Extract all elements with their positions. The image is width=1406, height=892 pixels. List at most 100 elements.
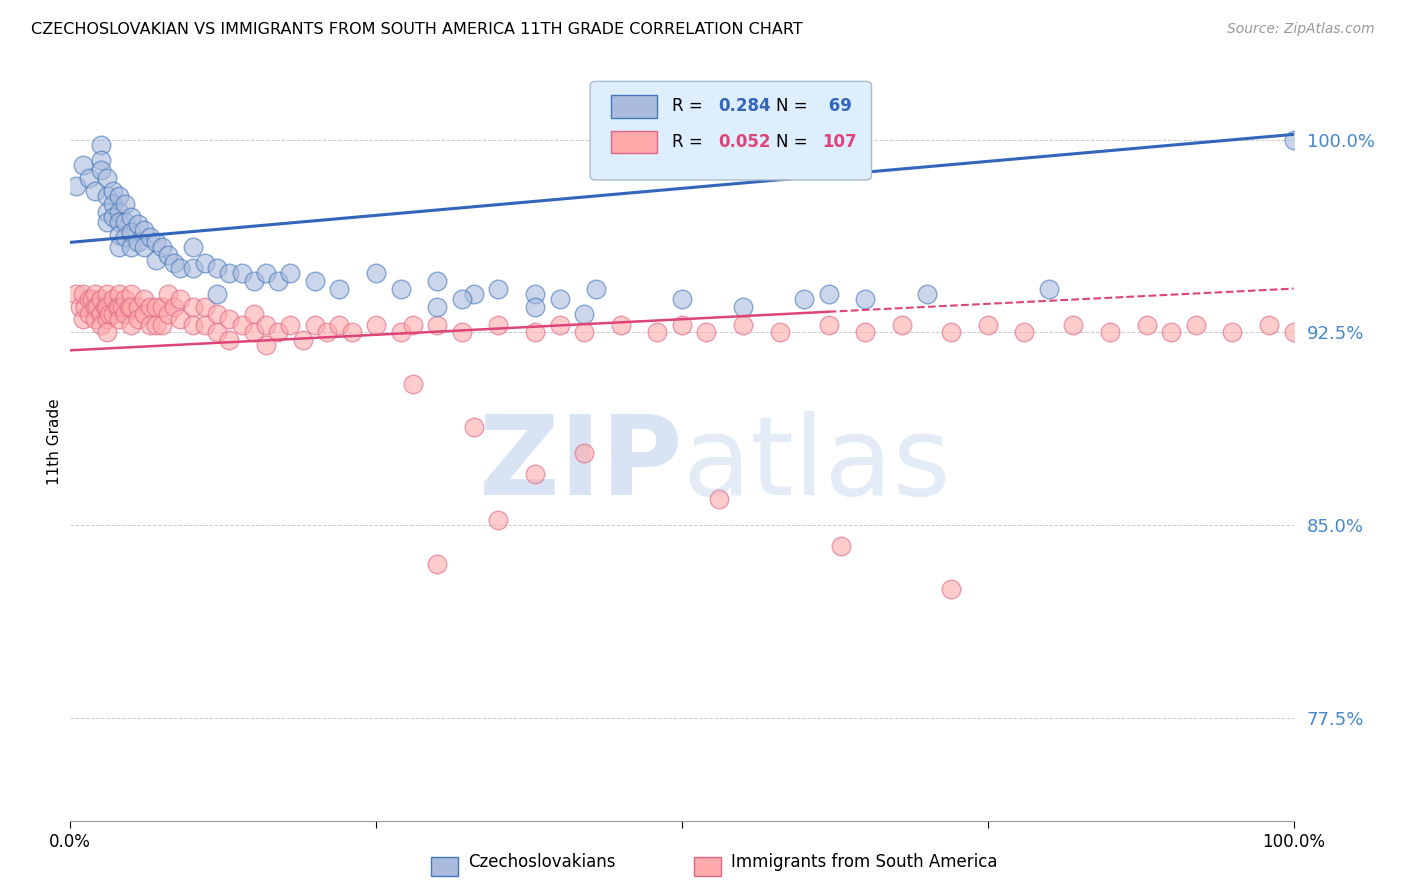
Text: 0.284: 0.284 (718, 97, 772, 115)
Point (96, 312, 118, 326)
Point (93, 300, 115, 314)
Point (548, 292, 571, 306)
Point (328, 282, 350, 296)
Point (139, 318, 162, 332)
Point (402, 376, 425, 391)
Text: Czechoslovakians: Czechoslovakians (468, 854, 616, 871)
Point (101, 292, 124, 306)
Point (304, 318, 326, 332)
Point (830, 539, 852, 553)
Point (389, 326, 412, 340)
Point (108, 189, 131, 203)
Point (108, 300, 131, 314)
Point (328, 318, 350, 332)
Point (121, 240, 143, 254)
Point (114, 196, 136, 211)
Point (450, 292, 472, 306)
Point (127, 312, 149, 326)
Point (121, 210, 143, 224)
Point (83, 286, 105, 301)
Point (181, 300, 204, 314)
Point (150, 318, 173, 332)
Point (145, 253, 167, 268)
Text: Immigrants from South America: Immigrants from South America (731, 854, 997, 871)
Point (145, 235, 167, 250)
Point (817, 286, 839, 301)
Point (1282, 326, 1305, 340)
FancyBboxPatch shape (591, 81, 872, 180)
Point (488, 282, 510, 296)
Point (114, 215, 136, 229)
Point (891, 318, 914, 332)
Point (108, 204, 131, 219)
Point (127, 300, 149, 314)
Point (65, 178, 87, 193)
Point (254, 266, 277, 280)
Point (90, 137, 112, 152)
Bar (612, 95, 658, 118)
Point (267, 326, 290, 340)
Point (108, 240, 131, 254)
Point (524, 467, 547, 481)
Point (82, 292, 104, 306)
Point (793, 292, 815, 306)
Point (72, 158, 94, 172)
Y-axis label: 11th Grade: 11th Grade (46, 398, 62, 485)
Text: R =: R = (672, 133, 709, 151)
Point (855, 292, 877, 306)
Point (96, 215, 118, 229)
Point (181, 261, 204, 276)
Point (77, 171, 100, 186)
Point (101, 184, 124, 198)
Point (389, 282, 412, 296)
Point (90, 307, 112, 321)
Point (90, 163, 112, 178)
Point (121, 300, 143, 314)
Point (96, 300, 118, 314)
Point (157, 307, 180, 321)
Text: Source: ZipAtlas.com: Source: ZipAtlas.com (1227, 22, 1375, 37)
Point (105, 300, 128, 314)
Text: atlas: atlas (682, 411, 950, 517)
Point (205, 326, 228, 340)
Point (1062, 318, 1084, 332)
Point (426, 274, 449, 288)
Point (169, 312, 191, 326)
Point (366, 266, 388, 280)
Point (163, 256, 186, 270)
Point (243, 274, 266, 288)
Point (218, 312, 240, 326)
Point (280, 266, 302, 280)
Point (280, 318, 302, 332)
Point (695, 326, 717, 340)
Point (73, 300, 96, 314)
Point (108, 312, 131, 326)
Point (524, 286, 547, 301)
Point (340, 326, 363, 340)
Point (139, 230, 162, 244)
Point (524, 300, 547, 314)
Point (450, 326, 472, 340)
Point (366, 318, 388, 332)
Point (114, 230, 136, 244)
Point (96, 286, 118, 301)
Point (121, 286, 143, 301)
Point (1220, 326, 1243, 340)
Point (118, 300, 141, 314)
Point (1258, 318, 1281, 332)
Point (817, 318, 839, 332)
Point (83, 184, 105, 198)
Point (111, 300, 134, 314)
Point (218, 266, 240, 280)
Point (1014, 326, 1036, 340)
Point (194, 300, 217, 314)
Point (96, 189, 118, 203)
Point (90, 153, 112, 167)
Point (169, 292, 191, 306)
Point (488, 318, 510, 332)
Point (121, 318, 143, 332)
Bar (432, 856, 458, 876)
Point (101, 210, 124, 224)
Point (194, 256, 217, 270)
Point (291, 333, 314, 347)
